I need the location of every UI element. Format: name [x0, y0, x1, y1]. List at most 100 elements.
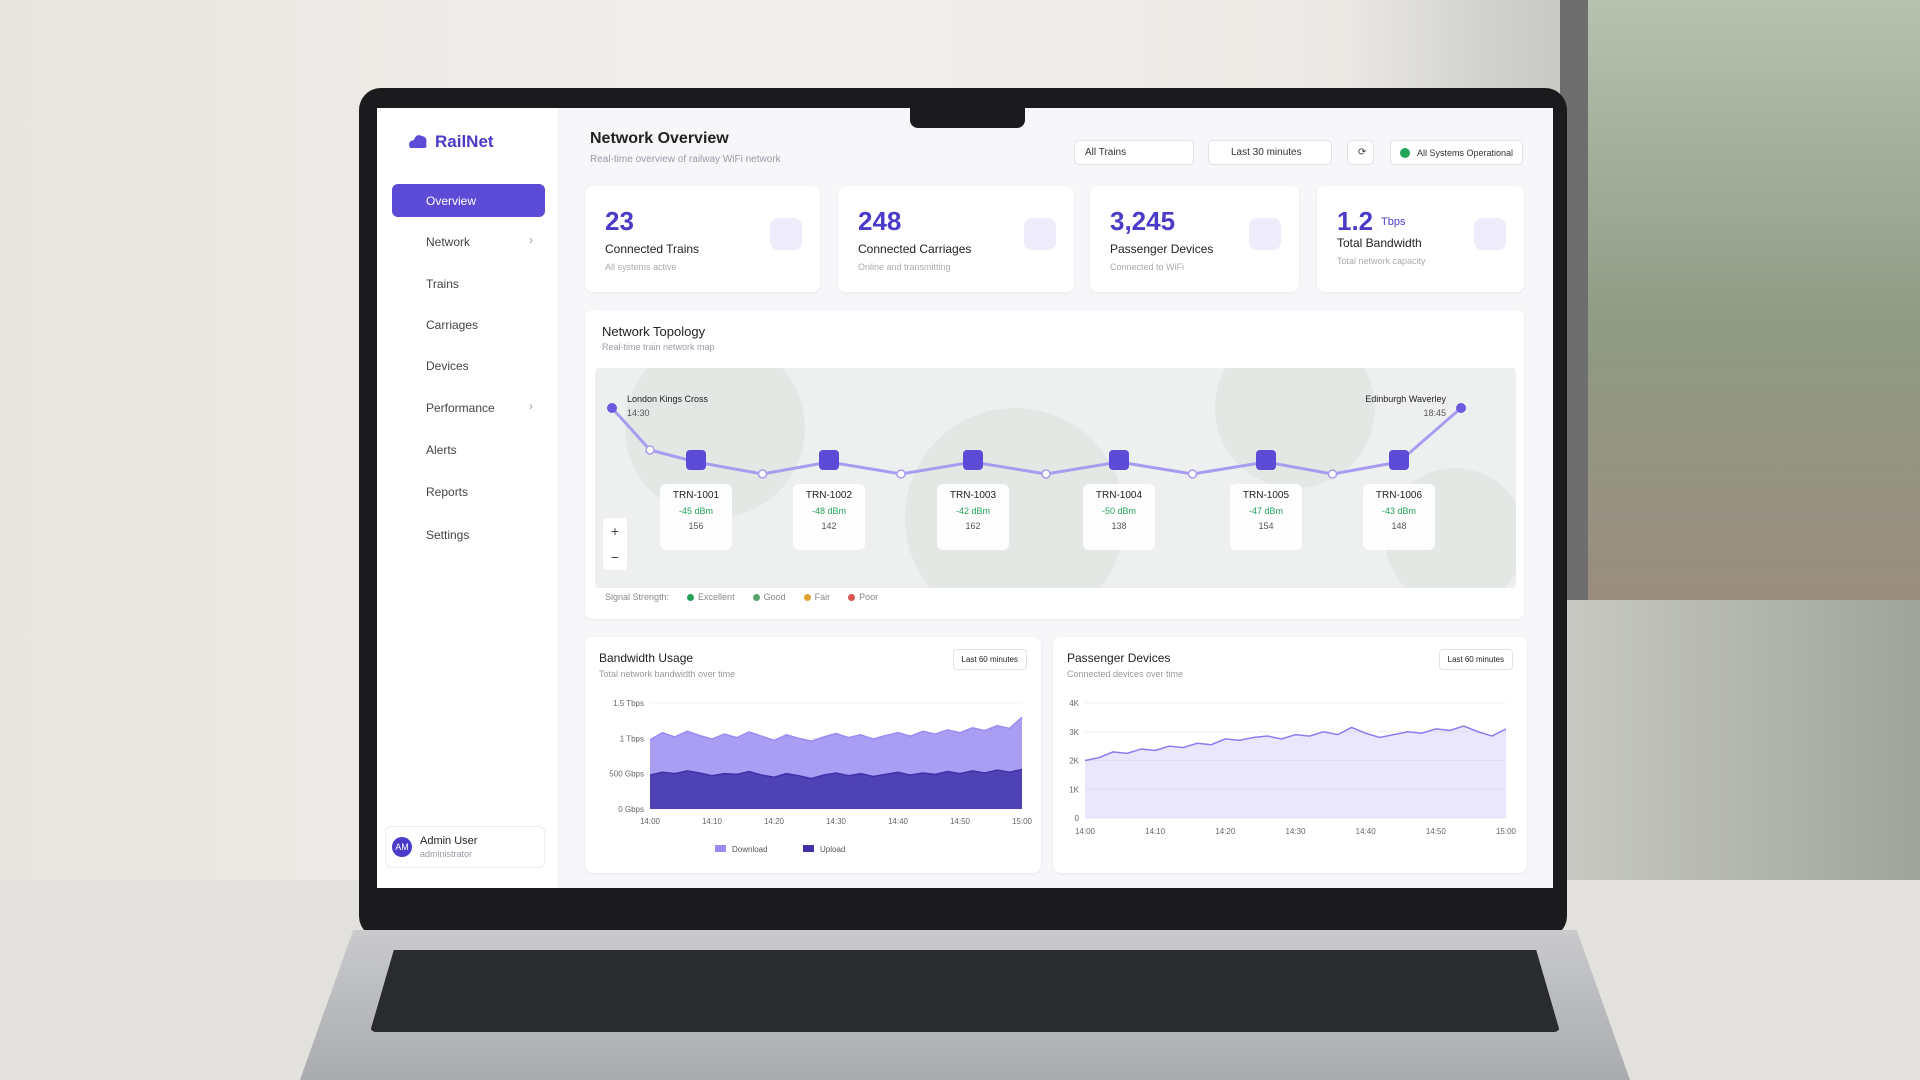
nav-item[interactable]: Network › — [392, 225, 545, 258]
nav-label: Network — [426, 234, 471, 249]
stat-note: Total network capacity — [1337, 256, 1426, 266]
stat-card: 248 Connected Carriages Online and transmi… — [838, 186, 1074, 292]
status-dot — [1400, 148, 1410, 158]
stat-value: 1.2 — [1337, 206, 1374, 236]
start-name: London Kings Cross — [627, 394, 709, 404]
legend-label: Upload — [820, 845, 845, 854]
nav-item[interactable]: Overview — [392, 184, 545, 217]
terminal — [1456, 403, 1466, 413]
topology-title: Network Topology — [602, 324, 706, 339]
end-time: 18:45 — [1423, 408, 1446, 418]
nav-item[interactable]: Performance › — [392, 391, 545, 424]
train-passengers: 162 — [965, 521, 981, 531]
legend-label: Download — [732, 845, 768, 854]
stat-note: All systems active — [605, 262, 677, 272]
train-passengers: 156 — [688, 521, 704, 531]
x-tick-label: 14:10 — [1145, 827, 1166, 836]
train-id: TRN-1003 — [949, 490, 997, 501]
y-tick-label: 2K — [1069, 757, 1079, 766]
x-tick-label: 14:30 — [1285, 827, 1306, 836]
train-card[interactable]: TRN-1002 -48 dBm 142 — [793, 484, 865, 550]
station — [1327, 469, 1338, 479]
legend-dot — [752, 593, 760, 601]
train-id: TRN-1005 — [1242, 490, 1290, 501]
x-tick-label: 14:40 — [888, 817, 909, 826]
topology-card: Network Topology Real-time train network… — [585, 310, 1524, 619]
train-passengers: 142 — [821, 521, 837, 531]
stat-note: Online and transmitting — [858, 262, 951, 272]
train-id: TRN-1004 — [1095, 490, 1143, 501]
range-filter[interactable]: Last 60 minutes — [952, 649, 1027, 670]
nav-label: Settings — [426, 527, 470, 542]
nav-item[interactable]: Devices — [392, 349, 545, 382]
stat-card: 1.2 Tbps Total Bandwidth Total network capa… — [1317, 186, 1524, 292]
train-id: TRN-1001 — [672, 490, 720, 501]
train-signal: -45 dBm — [678, 506, 713, 516]
user-name: Admin User — [420, 835, 478, 847]
line — [649, 716, 1023, 742]
chart-canvas: 0 Gbps 500 Gbps 1 Tbps 1.5 Tbps 14:00 14:10 14… — [609, 699, 1032, 854]
nav-label: Devices — [426, 358, 469, 373]
zoom-button[interactable]: + — [610, 523, 620, 539]
topology-subtitle: Real-time train network map — [602, 342, 715, 352]
train-signal: -47 dBm — [1248, 506, 1283, 516]
legend-dot — [687, 593, 695, 601]
x-tick-label: 14:30 — [826, 817, 847, 826]
screen: RailNet Overview Network › Trains Carriages D… — [377, 108, 1553, 888]
time-filter[interactable]: Last 30 minutes — [1208, 140, 1332, 165]
legend-title: Signal Strength: — [605, 592, 670, 602]
train-passengers: 138 — [1111, 521, 1127, 531]
station — [896, 469, 906, 479]
train-card[interactable]: TRN-1005 -47 dBm 154 — [1230, 484, 1302, 550]
train-signal: -50 dBm — [1101, 506, 1136, 516]
y-tick-label: 0 — [1075, 814, 1080, 823]
nav-item[interactable]: Trains — [392, 267, 545, 300]
nav-item[interactable]: Alerts — [392, 433, 545, 466]
nav-item[interactable]: Carriages — [392, 308, 545, 341]
chevron: › — [529, 233, 533, 247]
bandwidth-card: Bandwidth Usage Total network bandwidth o… — [585, 637, 1041, 873]
refresh-button[interactable]: ⟳ — [1347, 140, 1374, 165]
start-time: 14:30 — [627, 408, 650, 418]
y-tick-label: 0 Gbps — [618, 805, 644, 814]
stat-label: Total Bandwidth — [1337, 236, 1422, 250]
stat-value: 248 — [858, 206, 902, 236]
legend-label: Excellent — [698, 592, 735, 602]
legend-item: Good — [752, 592, 786, 602]
map-area — [625, 368, 805, 518]
train-card[interactable]: TRN-1006 -43 dBm 148 — [1363, 484, 1435, 550]
train-filter[interactable]: All Trains — [1074, 140, 1194, 165]
y-tick-label: 1.5 Tbps — [613, 699, 644, 708]
train-passengers: 148 — [1391, 521, 1407, 531]
nav-label: Reports — [426, 484, 469, 499]
train-icon — [819, 450, 839, 470]
legend-label: Poor — [859, 592, 879, 602]
y-tick-label: 4K — [1069, 699, 1079, 708]
line — [649, 768, 1023, 780]
zoom-button[interactable]: − — [610, 549, 620, 565]
x-tick-label: 14:50 — [950, 817, 971, 826]
status-badge: All Systems Operational — [1390, 140, 1523, 165]
stat-card: 3,245 Passenger Devices Connected to WiFi — [1090, 186, 1299, 292]
page-subtitle: Real-time overview of railway WiFi netwo… — [590, 154, 781, 165]
nav-item[interactable]: Settings — [392, 518, 545, 551]
signal-legend: Signal Strength: Excellent Good Fair Poor — [605, 592, 878, 602]
area — [1085, 726, 1506, 818]
terminal — [607, 403, 617, 413]
train-card[interactable]: TRN-1003 -42 dBm 162 — [937, 484, 1009, 550]
nav-item[interactable]: Reports — [392, 475, 545, 508]
range-filter[interactable]: Last 60 minutes — [1438, 649, 1513, 670]
train-signal: -43 dBm — [1381, 506, 1416, 516]
train-card[interactable]: TRN-1004 -50 dBm 138 — [1083, 484, 1155, 550]
legend-item: Poor — [848, 592, 878, 602]
legend-swatch — [803, 845, 814, 852]
nav-label: Alerts — [426, 442, 457, 457]
stat-card: 23 Connected Trains All systems active — [585, 186, 820, 292]
area — [650, 769, 1022, 809]
y-tick-label: 500 Gbps — [609, 770, 644, 779]
y-tick-label: 1K — [1069, 785, 1079, 794]
nav-label: Performance — [426, 400, 495, 415]
user-box[interactable]: AM Admin User administrator — [385, 826, 545, 868]
train-card[interactable]: TRN-1001 -45 dBm 156 — [660, 484, 732, 550]
train-signal: -48 dBm — [811, 506, 846, 516]
